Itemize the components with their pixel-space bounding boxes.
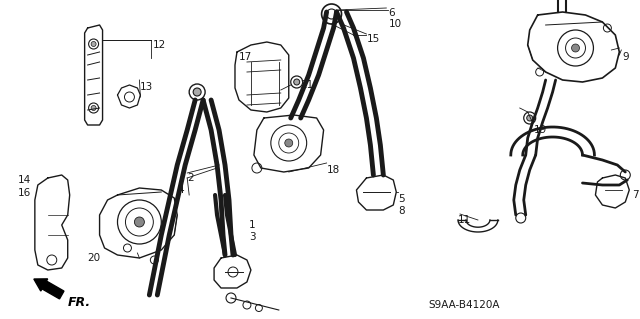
Text: FR.: FR.	[68, 296, 91, 309]
Circle shape	[527, 115, 532, 121]
Text: 3: 3	[249, 232, 255, 242]
Text: 18: 18	[326, 165, 340, 175]
Circle shape	[134, 217, 145, 227]
FancyArrow shape	[34, 279, 64, 299]
Text: 9: 9	[622, 52, 629, 62]
Text: 21: 21	[301, 80, 314, 90]
Text: 1: 1	[249, 220, 255, 230]
Text: 13: 13	[140, 82, 153, 92]
Text: 19: 19	[534, 125, 547, 135]
Circle shape	[285, 139, 292, 147]
Text: 10: 10	[388, 19, 401, 29]
Text: 12: 12	[152, 40, 166, 50]
Text: 11: 11	[458, 215, 471, 225]
Text: 20: 20	[88, 253, 100, 263]
Text: 14: 14	[18, 175, 31, 185]
Circle shape	[193, 88, 201, 96]
Text: 17: 17	[239, 52, 252, 62]
Circle shape	[294, 79, 300, 85]
Text: S9AA-B4120A: S9AA-B4120A	[428, 300, 500, 310]
Text: 2: 2	[187, 173, 194, 183]
Text: 8: 8	[398, 206, 405, 216]
Text: 15: 15	[367, 34, 380, 44]
Text: 6: 6	[388, 8, 395, 18]
Text: 4: 4	[177, 185, 184, 195]
Circle shape	[572, 44, 579, 52]
Circle shape	[91, 106, 96, 110]
Text: 7: 7	[632, 190, 639, 200]
Text: 16: 16	[18, 188, 31, 198]
Text: 5: 5	[398, 194, 405, 204]
Circle shape	[91, 41, 96, 47]
